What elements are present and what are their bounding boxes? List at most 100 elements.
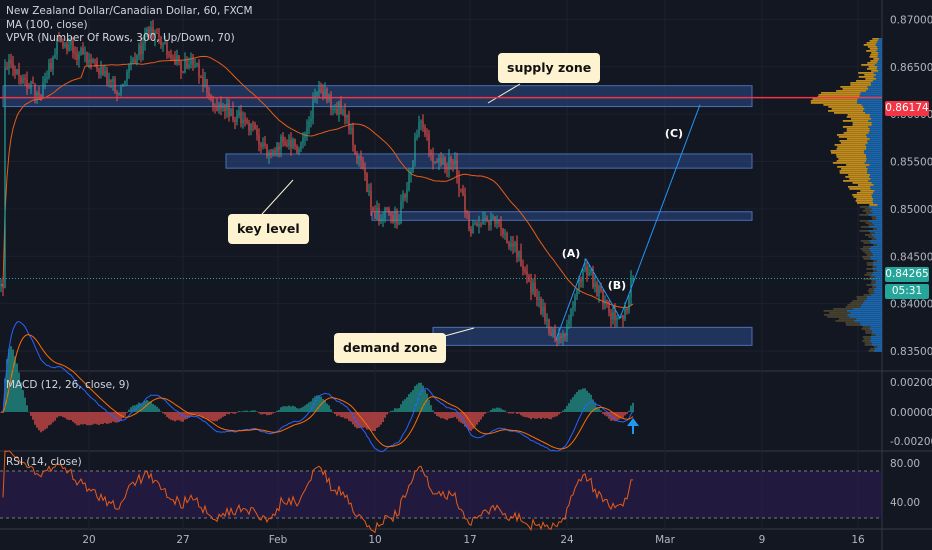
macd-histogram-bar xyxy=(510,412,512,414)
macd-histogram-bar xyxy=(200,412,202,417)
volume-profile-bar xyxy=(869,40,878,42)
macd-histogram-bar xyxy=(340,412,342,418)
ma-indicator-label[interactable]: MA (100, close) xyxy=(6,18,88,31)
candle-body xyxy=(282,136,284,143)
candle-body xyxy=(526,271,528,276)
volume-profile-bar xyxy=(869,128,882,130)
candle-body xyxy=(214,106,216,108)
volume-profile-bar xyxy=(856,192,874,194)
candle-body xyxy=(58,39,60,42)
volume-profile-bar xyxy=(872,332,882,334)
candle-body xyxy=(4,67,6,289)
candle-body xyxy=(130,61,132,65)
macd-tick-label: -0.00200 xyxy=(890,436,932,448)
volume-profile-bar xyxy=(864,252,872,254)
vpvr-indicator-label[interactable]: VPVR (Number Of Rows, 300, Up/Down, 70) xyxy=(6,32,235,44)
volume-profile-bar xyxy=(873,184,882,186)
candle-body xyxy=(194,65,196,67)
volume-profile-bar xyxy=(867,46,878,48)
candle-body xyxy=(40,95,42,98)
volume-profile-bar xyxy=(869,138,882,140)
macd-histogram-bar xyxy=(310,401,312,412)
candle-body xyxy=(528,275,530,282)
candle-body xyxy=(254,123,256,130)
candle-body xyxy=(218,104,220,111)
candle-body xyxy=(198,63,200,77)
volume-profile-bar xyxy=(876,50,882,52)
volume-profile-bar xyxy=(837,146,867,148)
candle-body xyxy=(374,211,376,219)
macd-histogram-bar xyxy=(70,412,72,420)
macd-histogram-bar xyxy=(526,412,528,418)
volume-profile-bar xyxy=(840,86,868,88)
volume-profile-bar xyxy=(871,52,879,54)
candle-body xyxy=(458,177,460,189)
macd-histogram-bar xyxy=(630,405,632,412)
candle-body xyxy=(162,44,164,46)
macd-histogram-bar xyxy=(84,412,86,425)
candle-body xyxy=(572,306,574,309)
volume-profile-bar xyxy=(871,124,882,126)
volume-profile-bar xyxy=(866,50,877,52)
supply-zone-callout: supply zone xyxy=(498,53,601,83)
volume-profile-bar xyxy=(871,274,882,276)
macd-histogram-bar xyxy=(560,412,562,413)
volume-profile-bar xyxy=(877,56,882,58)
candle-body xyxy=(94,59,96,61)
candle-body xyxy=(370,190,372,208)
y-tick-label: 0.84500 xyxy=(890,251,932,263)
candle-body xyxy=(440,158,442,165)
volume-profile-bar xyxy=(870,188,882,190)
macd-label[interactable]: MACD (12, 26, close, 9) xyxy=(6,379,130,391)
candle-body xyxy=(202,76,204,87)
candle-body xyxy=(466,212,468,214)
volume-profile-bar xyxy=(872,196,882,198)
volume-profile-bar xyxy=(868,66,878,68)
candle-body xyxy=(84,52,86,55)
volume-profile-bar xyxy=(872,228,877,230)
candle-body xyxy=(224,105,226,111)
volume-profile-bar xyxy=(867,62,877,64)
candle-body xyxy=(52,57,54,70)
volume-profile-bar xyxy=(850,302,863,304)
demand-zone-callout: demand zone xyxy=(334,333,447,363)
macd-histogram-bar xyxy=(202,412,204,418)
candle-body xyxy=(576,288,578,297)
macd-histogram-bar xyxy=(612,412,614,421)
candle-body xyxy=(204,79,206,87)
candle-body xyxy=(264,142,266,146)
macd-histogram-bar xyxy=(452,412,454,418)
volume-profile-bar xyxy=(874,64,882,66)
volume-profile-bar xyxy=(834,112,866,114)
candle-body xyxy=(22,78,24,83)
wave-a-label: (A) xyxy=(562,247,581,260)
macd-histogram-bar xyxy=(370,412,372,431)
macd-histogram-bar xyxy=(376,412,378,428)
candle-body xyxy=(442,158,444,165)
candle-body xyxy=(418,122,420,136)
macd-histogram-bar xyxy=(112,412,114,422)
macd-histogram-bar xyxy=(248,411,250,413)
wave-c-label: (C) xyxy=(665,127,683,140)
macd-histogram-bar xyxy=(624,412,626,416)
candle-body xyxy=(342,109,344,115)
candle-body xyxy=(102,66,104,76)
candle-body xyxy=(2,284,4,289)
volume-profile-bar xyxy=(838,136,867,138)
macd-histogram-bar xyxy=(168,412,170,419)
volume-profile-bar xyxy=(876,266,882,268)
candle-body xyxy=(188,64,190,68)
candle-body xyxy=(172,57,174,59)
candle-body xyxy=(398,222,400,225)
symbol-title[interactable]: New Zealand Dollar/Canadian Dollar, 60, … xyxy=(6,5,253,17)
candle-body xyxy=(236,115,238,122)
macd-histogram-bar xyxy=(276,410,278,412)
candle-body xyxy=(402,194,404,202)
rsi-label[interactable]: RSI (14, close) xyxy=(6,456,82,468)
macd-histogram-bar xyxy=(58,412,60,417)
candle-body xyxy=(552,329,554,336)
candle-body xyxy=(550,332,552,336)
macd-histogram-bar xyxy=(214,412,216,422)
candle-body xyxy=(524,269,526,272)
